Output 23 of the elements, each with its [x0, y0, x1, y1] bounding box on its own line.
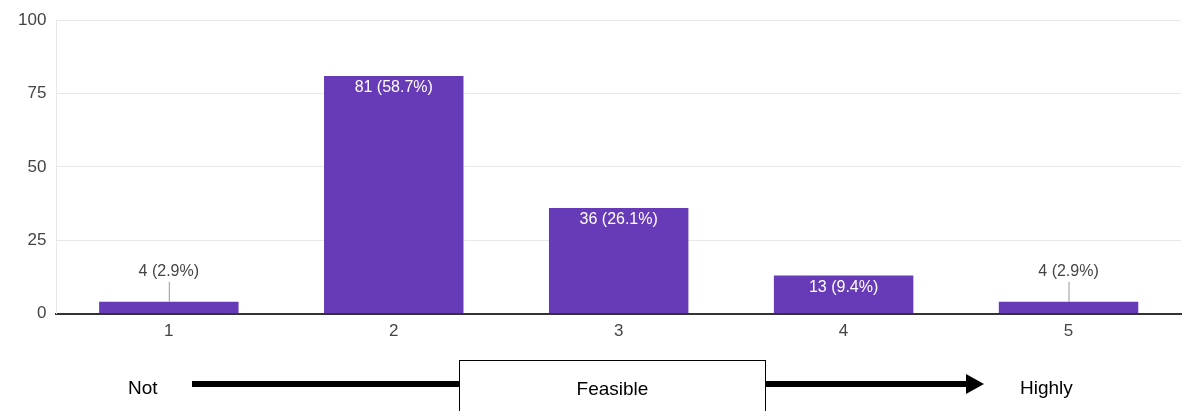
bar [773, 275, 914, 314]
x-tick-label: 2 [389, 321, 399, 341]
bar [99, 301, 239, 314]
text: Highly [1020, 377, 1073, 399]
x-tick-label: 3 [613, 321, 624, 341]
x-tick-label: 5 [1063, 321, 1074, 341]
x-tick-label: 4 [838, 321, 849, 341]
x-tick-label: 1 [164, 321, 174, 341]
data-label: 36 (26.1%) [579, 210, 658, 228]
data-label: 4 (2.9%) [1038, 262, 1099, 280]
label-frame: Feasible [459, 360, 766, 411]
y-tick-label: 100 [17, 9, 47, 29]
data-label: 81 (58.7%) [354, 78, 433, 96]
text: Not [128, 377, 158, 399]
y-tick-label: 50 [27, 156, 47, 176]
bar [324, 75, 464, 314]
bar [998, 301, 1139, 314]
y-tick-label: 75 [27, 83, 47, 103]
y-tick-label: 0 [36, 303, 47, 323]
data-label: 13 (9.4%) [808, 277, 879, 295]
bar [548, 207, 689, 314]
data-label: 4 (2.9%) [138, 262, 200, 280]
y-tick-label: 25 [27, 229, 47, 249]
